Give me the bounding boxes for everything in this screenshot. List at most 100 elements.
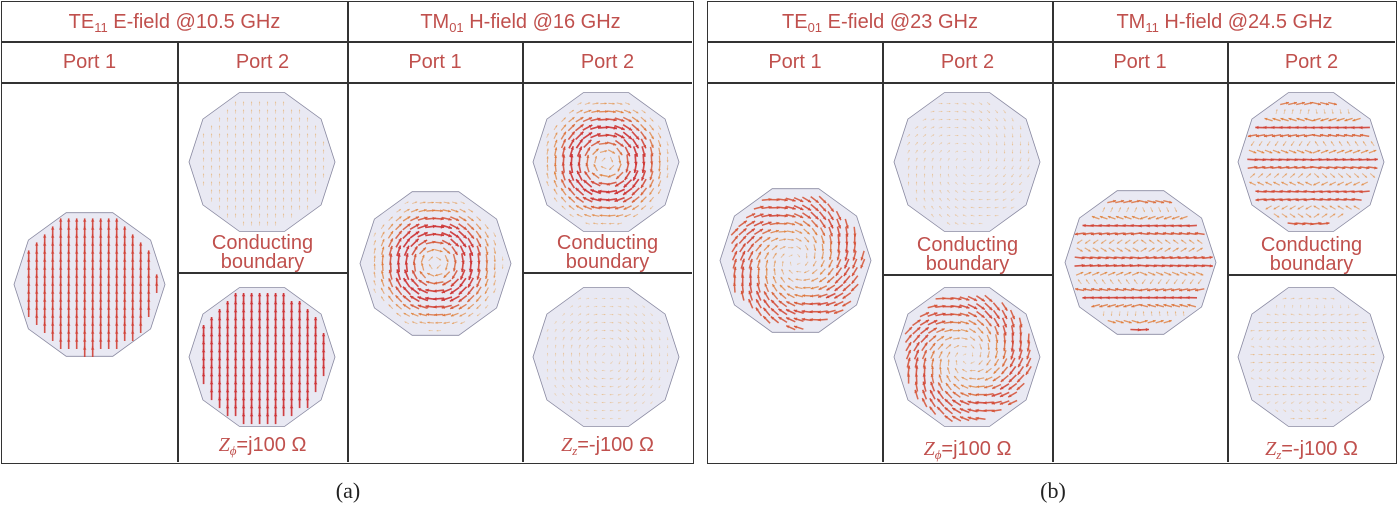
field-arrow [939,189,942,194]
field-arrowhead [571,117,575,120]
field-arrowhead [107,338,111,342]
field-arrow [658,344,661,349]
field-arrow [617,305,622,308]
field-arrowhead [1308,215,1312,218]
field-arrowhead [1284,361,1287,364]
mode-title: TE01 E-field @23 GHz [782,11,978,35]
field-plot-tm11-port1 [1064,190,1217,335]
field-arrowhead [1162,295,1166,300]
field-arrowhead [478,243,481,248]
field-arrowhead [131,234,135,238]
field-arrowhead [642,346,645,349]
field-arrow [570,368,573,373]
field-arrow [609,337,614,340]
field-arrow [562,344,565,349]
field-arrowhead [1311,133,1316,137]
field-arrowhead [234,101,237,104]
field-arrowhead [651,136,654,140]
field-arrowhead [485,260,489,264]
field-arrowhead [1340,345,1343,348]
field-arrowhead [948,158,950,160]
field-arrowhead [908,134,910,136]
field-arrowhead [923,165,926,168]
field-arrowhead [603,313,606,316]
field-plot-te01-port1 [719,188,872,333]
field-arrowhead [770,316,775,320]
field-arrowhead [1265,181,1268,185]
field-arrowhead [960,384,964,388]
field-arrowhead [1012,119,1014,122]
field-arrow [650,320,653,325]
field-arrow [609,345,614,348]
field-arrowhead [922,373,926,377]
field-arrow [978,110,983,113]
field-arrowhead [994,355,998,359]
field-arrowhead [820,264,824,268]
field-arrowhead [815,215,819,220]
field-arrowhead [452,275,456,279]
field-arrowhead [999,401,1004,405]
field-arrowhead [257,365,262,369]
field-arrowhead [977,377,980,381]
field-arrowhead [964,134,967,137]
field-arrowhead [972,151,974,153]
field-arrowhead [426,280,430,284]
field-arrow [642,320,646,325]
field-arrowhead [131,282,135,286]
field-arrowhead [1300,297,1303,300]
field-arrowhead [250,125,253,128]
field-arrowhead [257,413,262,417]
field-arrowhead [1300,215,1304,218]
field-arrow [650,401,653,404]
field-arrow [1323,337,1326,341]
field-arrowhead [917,319,921,323]
field-arrowhead [593,222,595,225]
field-arrowhead [596,102,599,105]
field-arrow [1330,329,1335,332]
field-arrowhead [617,386,620,388]
field-arrowhead [282,189,285,192]
field-arrowhead [964,118,967,121]
field-arrowhead [908,334,912,338]
field-arrowhead [281,365,286,369]
field-arrowhead [99,298,103,302]
field-arrowhead [258,165,261,168]
field-arrowhead [67,218,71,222]
field-arrowhead [305,333,310,337]
field-arrowhead [1099,287,1103,291]
field-arrowhead [958,313,962,317]
field-arrowhead [962,206,965,209]
field-arrowhead [955,182,957,184]
field-arrowhead [250,157,253,160]
field-arrow [954,214,959,217]
field-arrowhead [1002,191,1005,193]
field-arrowhead [635,322,637,324]
field-arrowhead [642,370,645,373]
field-arrow [577,305,582,308]
field-arrowhead [43,234,47,238]
field-arrowhead [417,296,422,300]
field-arrowhead [233,293,238,297]
field-arrow [1362,361,1367,364]
field-arrowhead [51,250,55,254]
field-arrowhead [775,237,779,241]
field-arrowhead [1308,345,1311,348]
field-arrowhead [1155,216,1159,220]
field-arrowhead [217,309,222,313]
field-vectors [906,102,1030,225]
field-arrowhead [822,232,825,236]
field-arrow [1019,181,1023,186]
field-arrowhead [760,205,764,209]
field-arrowhead [1319,125,1323,130]
field-arrowhead [924,157,926,160]
field-arrowhead [281,405,286,409]
field-arrowhead [258,181,261,184]
field-arrowhead [1019,144,1022,146]
field-arrowhead [1129,256,1133,260]
field-arrowhead [1261,353,1263,356]
field-arrowhead [313,325,318,329]
field-arrowhead [242,165,245,168]
field-arrowhead [67,274,71,278]
field-arrowhead [83,298,87,302]
field-arrowhead [478,235,482,239]
